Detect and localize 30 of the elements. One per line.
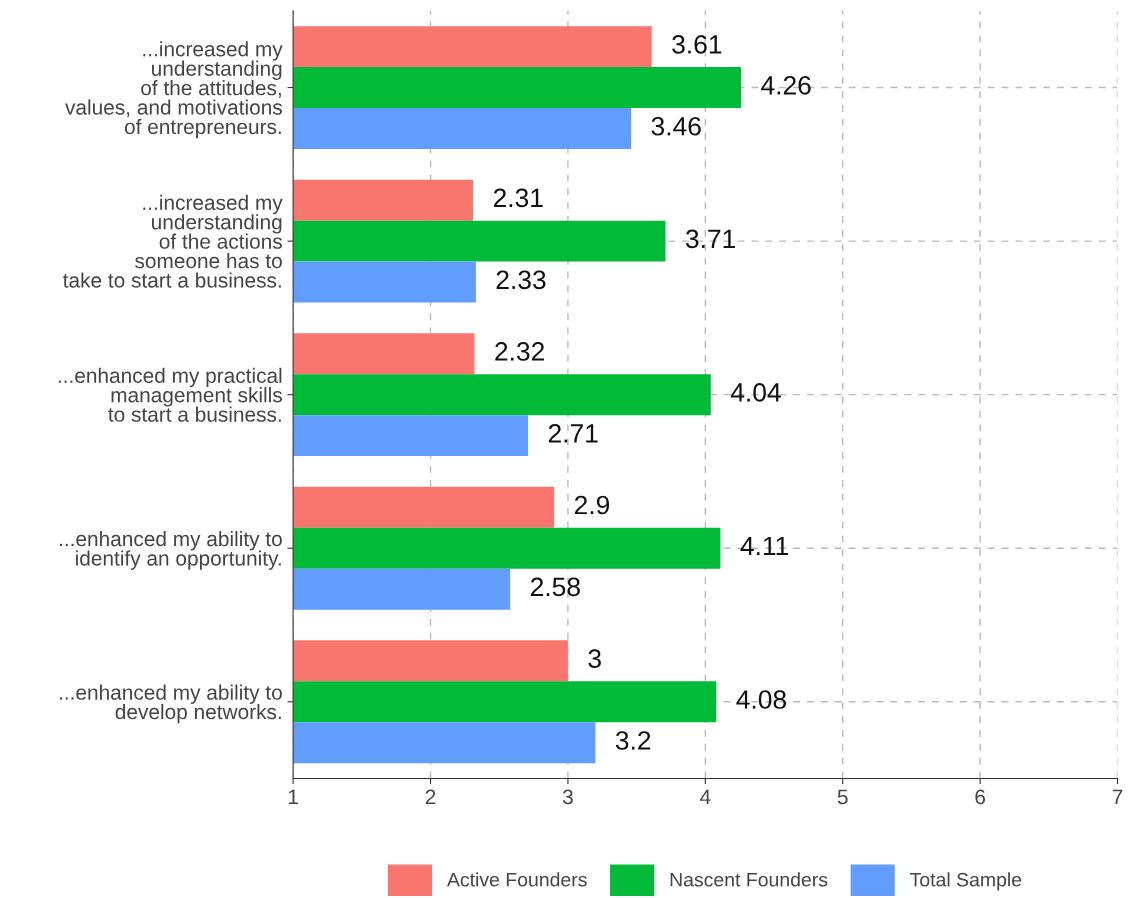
data-label: 4.04: [730, 383, 781, 402]
legend-label: Active Founders: [446, 872, 587, 887]
x-tick-label: 4: [700, 789, 711, 805]
data-label: 3.46: [651, 116, 701, 136]
data-label: 2.31: [493, 188, 543, 208]
data-label: 2.33: [496, 270, 546, 290]
y-tick-label: ...enhanced my ability to identify an opportunity.: [59, 530, 282, 570]
data-label: 3.71: [685, 229, 735, 249]
legend-label: Nascent Founders: [670, 872, 828, 887]
data-label: 3: [588, 649, 601, 668]
x-tick-label: 2: [425, 789, 436, 805]
data-label: 3.2: [615, 731, 651, 750]
data-label: 4.11: [740, 536, 788, 556]
legend-label: Total Sample: [910, 872, 1022, 891]
data-label: 2.9: [574, 495, 610, 515]
data-label: 2.32: [495, 342, 544, 361]
x-tick-label: 1: [288, 789, 298, 805]
data-label: 4.26: [761, 75, 811, 95]
data-label: 3.61: [672, 35, 722, 54]
y-tick-label: ...enhanced my ability to develop networks.: [59, 684, 282, 724]
x-tick-label: 5: [837, 789, 848, 805]
y-tick-label: ...enhanced my practical management skills to start a business.: [58, 367, 282, 422]
data-label: 4.08: [736, 690, 786, 709]
x-tick-label: 3: [562, 789, 573, 805]
data-label: 2.71: [548, 424, 598, 443]
x-tick-label: 7: [1112, 789, 1123, 805]
y-tick-label: ...increased my understanding of the actions someone has to take to start a business.: [63, 194, 283, 288]
y-tick-label: ...increased my understanding of the attitudes, values, and motivations of entrepreneurs.: [65, 41, 283, 139]
x-tick-label: 6: [975, 789, 985, 805]
data-label: 2.58: [530, 577, 580, 597]
